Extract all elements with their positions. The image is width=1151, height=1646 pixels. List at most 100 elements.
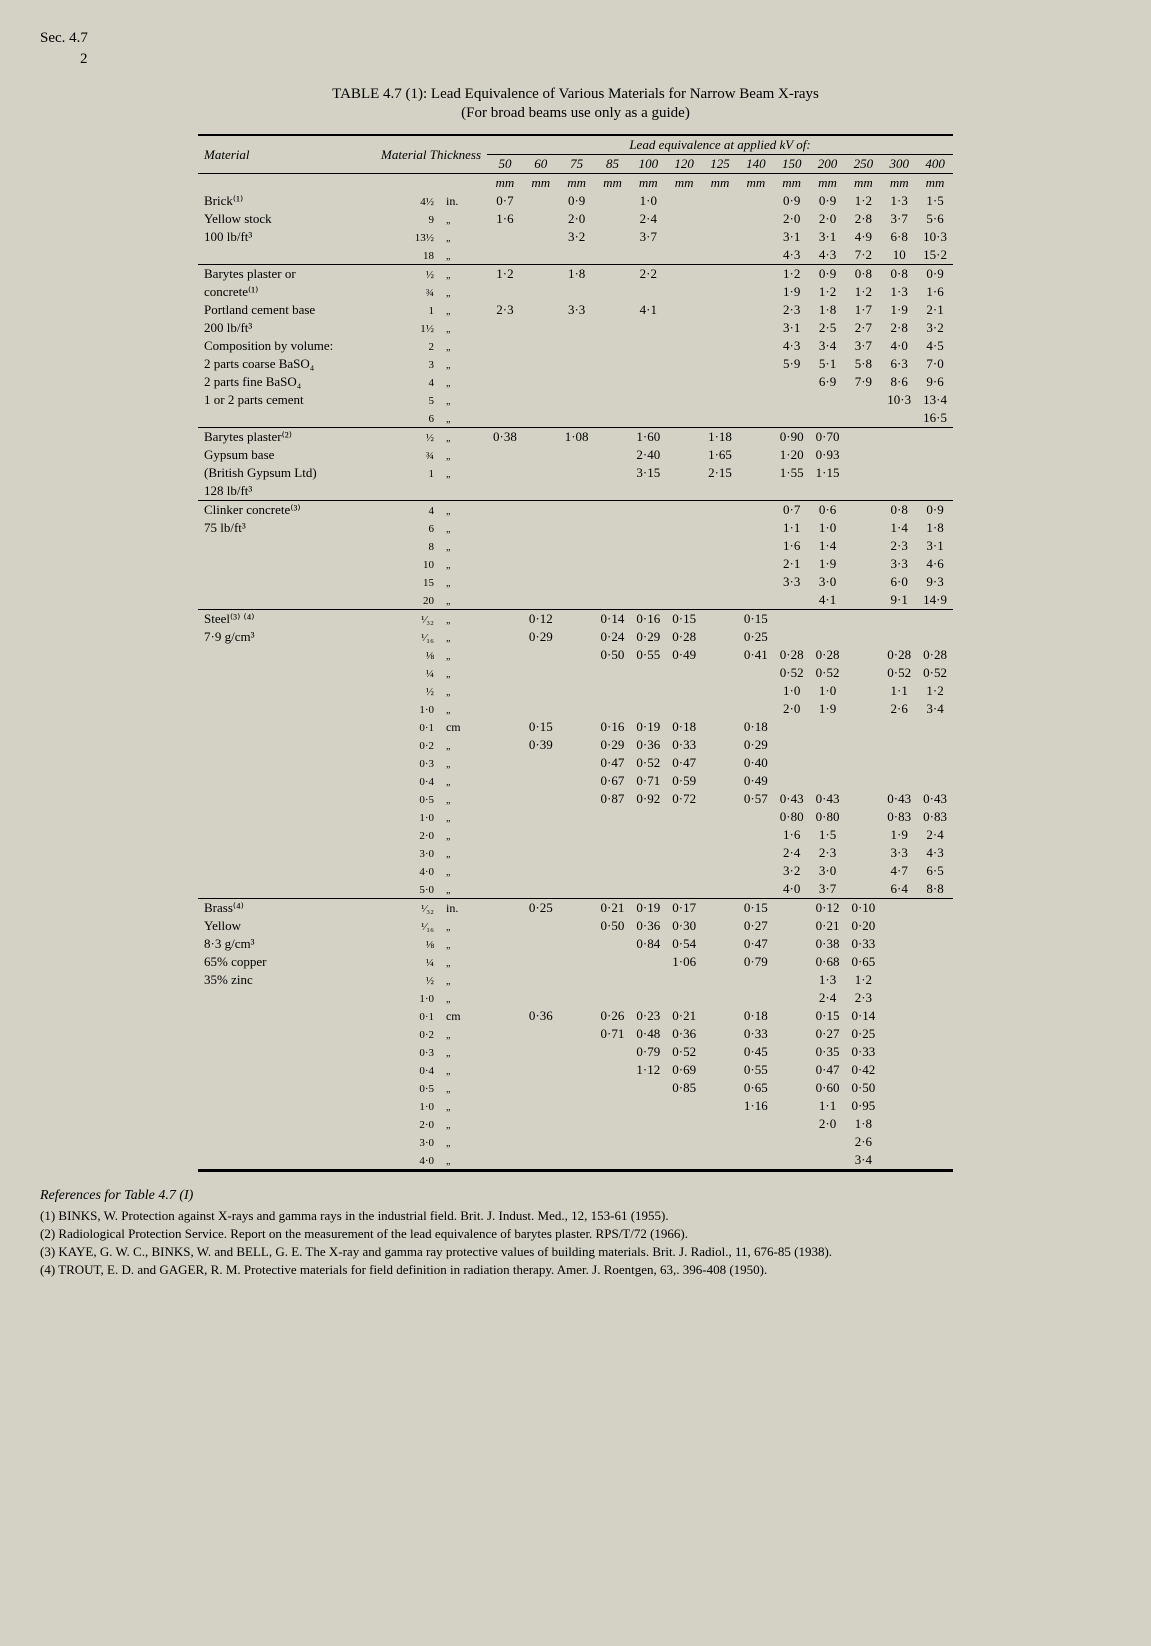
value-cell: [881, 935, 917, 953]
value-cell: [523, 844, 559, 862]
value-cell: [881, 1007, 917, 1025]
unit-cell: „: [440, 646, 487, 664]
value-cell: [738, 700, 774, 718]
value-cell: [487, 391, 523, 409]
value-cell: [917, 971, 953, 989]
value-cell: [523, 682, 559, 700]
value-cell: [487, 754, 523, 772]
value-cell: [666, 192, 702, 210]
value-cell: [487, 826, 523, 844]
unit-cell: „: [440, 1151, 487, 1170]
value-cell: [595, 373, 631, 391]
value-cell: [702, 790, 738, 808]
value-cell: [666, 355, 702, 373]
value-cell: [917, 1079, 953, 1097]
value-cell: [523, 446, 559, 464]
value-cell: [595, 301, 631, 319]
value-cell: 0·87: [595, 790, 631, 808]
value-cell: 5·1: [810, 355, 846, 373]
value-cell: [523, 772, 559, 790]
value-cell: 0·9: [917, 501, 953, 519]
value-cell: 1·06: [666, 953, 702, 971]
value-cell: [702, 555, 738, 573]
value-cell: [559, 446, 595, 464]
value-cell: [666, 210, 702, 228]
value-cell: 0·19: [630, 899, 666, 917]
value-cell: 0·43: [917, 790, 953, 808]
value-cell: 0·25: [738, 628, 774, 646]
value-cell: 0·59: [666, 772, 702, 790]
value-cell: [774, 736, 810, 754]
value-cell: [774, 953, 810, 971]
value-cell: [774, 591, 810, 610]
value-cell: 0·25: [845, 1025, 881, 1043]
value-cell: [630, 1151, 666, 1170]
value-cell: [666, 464, 702, 482]
value-cell: [559, 537, 595, 555]
value-cell: 10·3: [917, 228, 953, 246]
unit-cell: „: [440, 754, 487, 772]
value-cell: [666, 283, 702, 301]
material-cell: [198, 808, 375, 826]
material-cell: [198, 1061, 375, 1079]
value-cell: [845, 446, 881, 464]
unit-cell: „: [440, 428, 487, 446]
value-cell: [702, 246, 738, 265]
value-cell: 4·6: [917, 555, 953, 573]
value-cell: [630, 373, 666, 391]
value-cell: 0·52: [774, 664, 810, 682]
value-cell: [523, 1097, 559, 1115]
thickness-cell: 9: [375, 210, 440, 228]
value-cell: 2·0: [774, 700, 810, 718]
value-cell: 0·40: [738, 754, 774, 772]
value-cell: 1·20: [774, 446, 810, 464]
value-cell: 4·3: [917, 844, 953, 862]
value-cell: 0·80: [774, 808, 810, 826]
value-cell: 0·50: [595, 917, 631, 935]
material-cell: [198, 1025, 375, 1043]
value-cell: [523, 409, 559, 428]
value-cell: [487, 1025, 523, 1043]
value-cell: [666, 1151, 702, 1170]
value-cell: [738, 682, 774, 700]
thickness-cell: 1·0: [375, 700, 440, 718]
unit-cell: „: [440, 555, 487, 573]
value-cell: 0·8: [845, 265, 881, 283]
value-cell: [666, 391, 702, 409]
value-cell: [845, 772, 881, 790]
material-cell: (British Gypsum Ltd): [198, 464, 375, 482]
value-cell: [595, 265, 631, 283]
value-cell: 1·8: [559, 265, 595, 283]
unit-cell: in.: [440, 192, 487, 210]
value-cell: [845, 826, 881, 844]
thickness-cell: 4½: [375, 192, 440, 210]
value-cell: [738, 192, 774, 210]
value-cell: [774, 989, 810, 1007]
value-cell: [487, 917, 523, 935]
value-cell: [917, 464, 953, 482]
value-cell: 0·52: [917, 664, 953, 682]
value-cell: 5·8: [845, 355, 881, 373]
thickness-cell: ¹⁄₃₂: [375, 610, 440, 628]
value-cell: [523, 482, 559, 501]
value-cell: [738, 246, 774, 265]
unit-cell: mm: [487, 174, 523, 193]
value-cell: [559, 700, 595, 718]
value-cell: [595, 464, 631, 482]
material-cell: Brass⁽⁴⁾: [198, 899, 375, 917]
value-cell: [595, 501, 631, 519]
value-cell: 0·33: [845, 1043, 881, 1061]
thickness-cell: 0·5: [375, 1079, 440, 1097]
value-cell: [738, 989, 774, 1007]
thickness-cell: 5: [375, 391, 440, 409]
value-cell: [917, 1025, 953, 1043]
value-cell: [702, 1115, 738, 1133]
value-cell: [595, 682, 631, 700]
value-cell: 0·45: [738, 1043, 774, 1061]
value-cell: 4·9: [845, 228, 881, 246]
value-cell: 0·28: [810, 646, 846, 664]
value-cell: [774, 1079, 810, 1097]
table-title: TABLE 4.7 (1): Lead Equivalence of Vario…: [40, 86, 1111, 103]
value-cell: [702, 1043, 738, 1061]
value-cell: [487, 718, 523, 736]
